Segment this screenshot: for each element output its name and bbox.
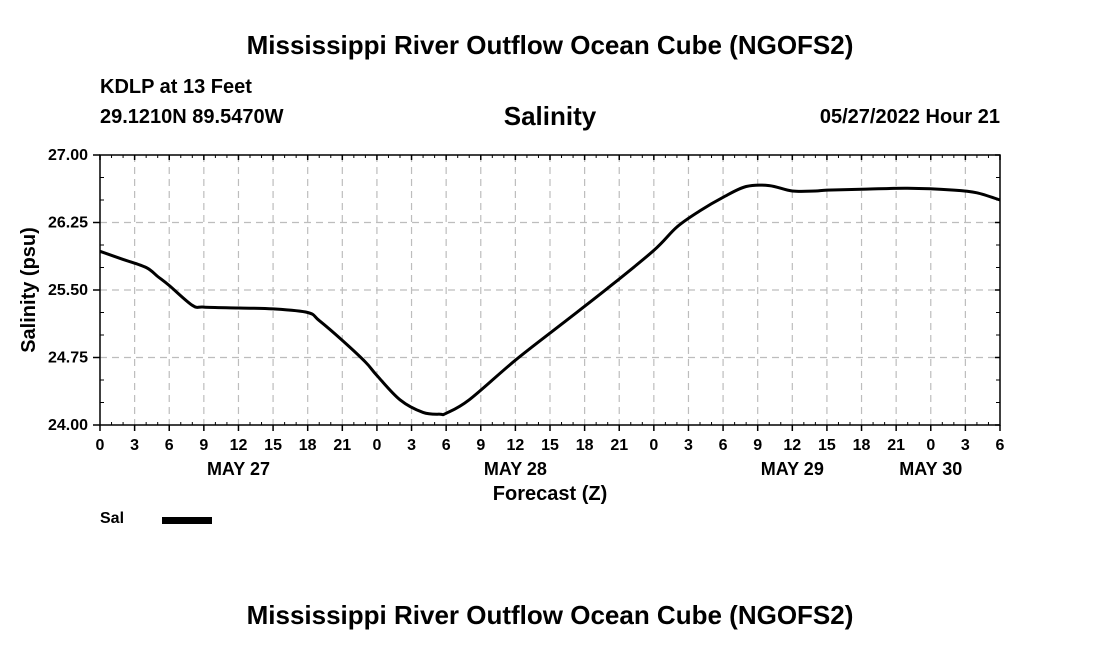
x-tick-label: 15 [541,437,559,454]
x-tick-label: 9 [199,437,208,454]
x-day-label: MAY 30 [899,459,962,479]
page-title: Mississippi River Outflow Ocean Cube (NG… [246,30,854,60]
x-day-label: MAY 29 [761,459,824,479]
x-tick-label: 21 [887,437,905,454]
plot-frame [99,154,1001,426]
x-tick-label: 15 [264,437,282,454]
x-tick-label: 18 [576,437,594,454]
x-tick-label: 9 [753,437,762,454]
axis-ticks [93,154,1001,431]
x-tick-label: 21 [333,437,351,454]
x-tick-label: 6 [442,437,451,454]
x-axis-label: Forecast (Z) [493,483,607,505]
x-tick-label: 3 [961,437,970,454]
x-tick-label: 6 [996,437,1005,454]
y-axis-label: Salinity (psu) [18,227,40,353]
x-tick-label: 12 [230,437,248,454]
x-tick-label: 0 [96,437,105,454]
x-tick-label: 3 [130,437,139,454]
chart-title: Salinity [503,101,597,131]
station-label: KDLP at 13 Feet [100,76,252,98]
axis-tick-labels: 0 3 6 9 12 15 18 21 0 3 6 9 12 15 18 21 0 3 6 9 12 15 18 21 0 3 6 M… [48,147,1005,479]
footer-title: Mississippi River Outflow Ocean Cube (NG… [246,600,854,630]
x-tick-label: 0 [372,437,381,454]
legend-label: Sal [100,510,125,527]
x-tick-label: 18 [299,437,317,454]
run-time-label: 05/27/2022 Hour 21 [819,106,1000,128]
legend-swatch [162,517,212,524]
x-tick-label: 3 [407,437,416,454]
x-tick-label: 15 [818,437,836,454]
y-tick-label: 24.75 [48,350,88,367]
x-tick-label: 0 [649,437,658,454]
y-tick-label: 26.25 [48,215,88,232]
y-tick-label: 25.50 [48,282,88,299]
y-tick-label: 27.00 [48,147,88,164]
x-tick-label: 6 [165,437,174,454]
x-day-label: MAY 28 [484,459,547,479]
x-tick-label: 18 [853,437,871,454]
x-tick-label: 12 [506,437,524,454]
x-day-label: MAY 27 [207,459,270,479]
x-tick-label: 9 [476,437,485,454]
x-tick-label: 0 [926,437,935,454]
x-tick-label: 3 [684,437,693,454]
x-tick-label: 6 [719,437,728,454]
x-tick-label: 12 [783,437,801,454]
grid-lines [100,155,1000,425]
series-line-sal [99,183,1001,417]
coordinates-label: 29.1210N 89.5470W [100,106,284,128]
series-layer [99,183,1001,417]
x-tick-label: 21 [610,437,628,454]
y-tick-label: 24.00 [48,417,88,434]
